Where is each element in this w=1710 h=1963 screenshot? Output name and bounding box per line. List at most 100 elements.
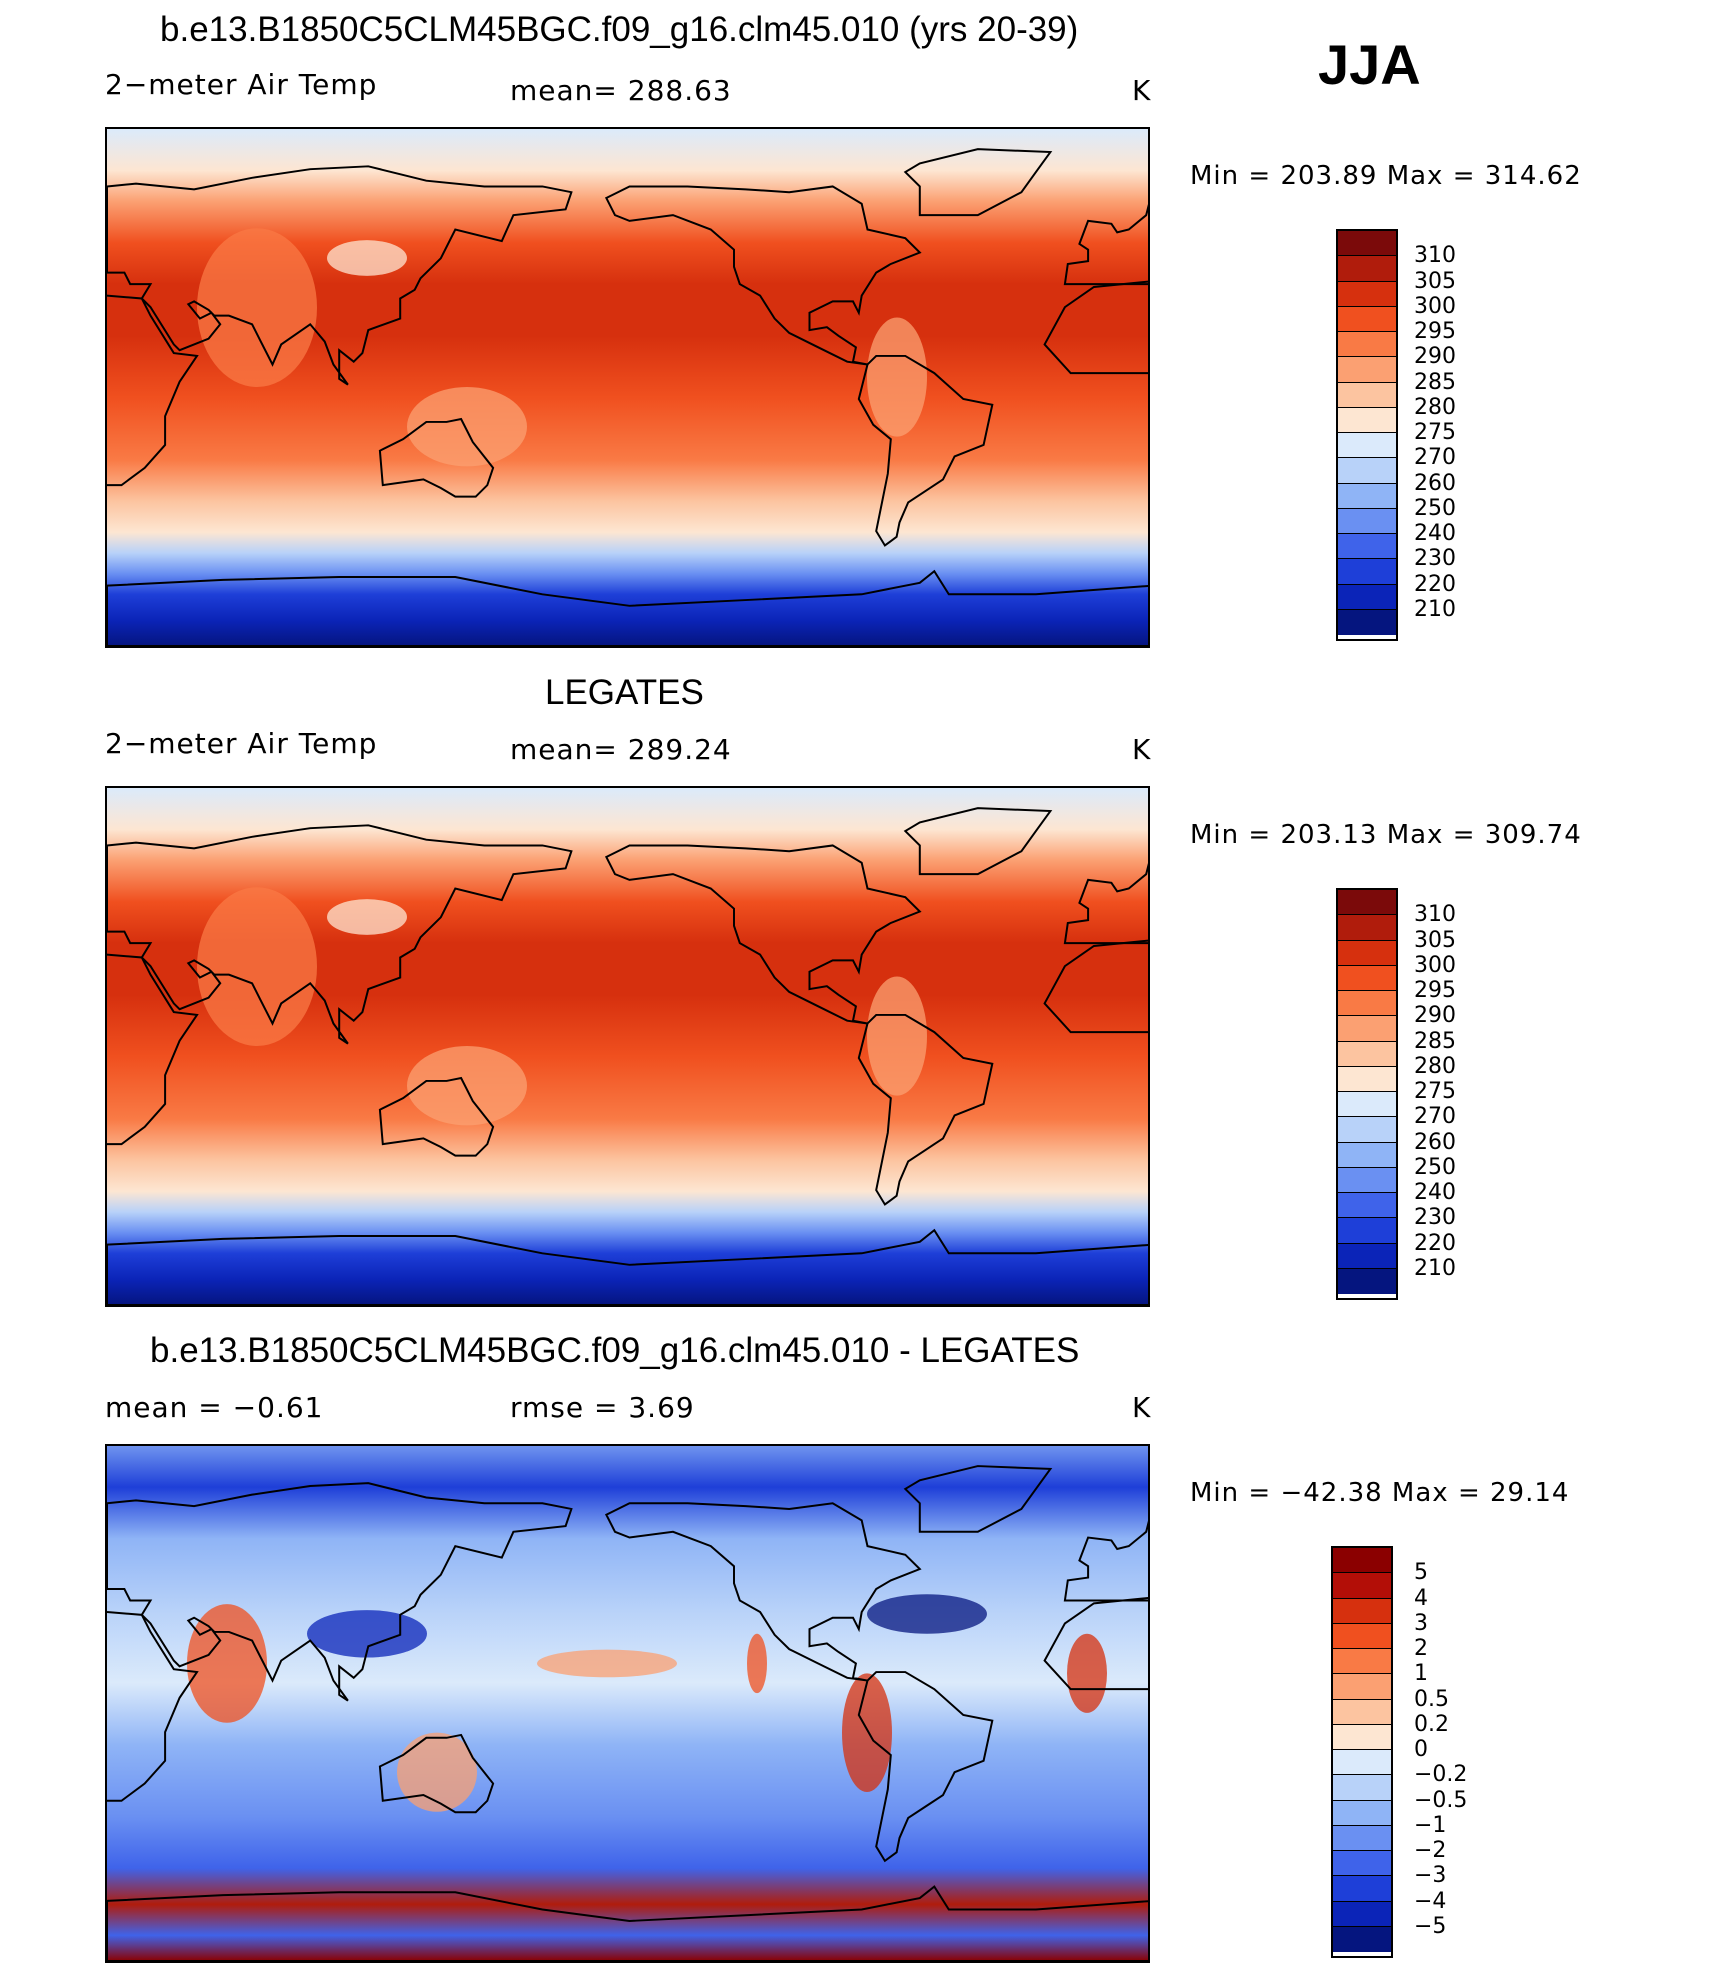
- panel-2-colorbar-swatch: [1338, 1243, 1396, 1269]
- coastline-antarctica: [107, 569, 1148, 646]
- coastline-samerica: [857, 354, 994, 547]
- field-feature: [407, 1046, 527, 1126]
- panel-1-colorbar-tick-label: 210: [1414, 596, 1456, 622]
- panel-3-colorbar-tick-label: 2: [1414, 1636, 1428, 1661]
- panel-1-colorbar-swatch: [1338, 609, 1396, 635]
- panel-1-units: K: [1132, 74, 1152, 107]
- panel-2-colorbar-swatch: [1338, 940, 1396, 966]
- field-feature: [867, 1594, 987, 1634]
- panel-3-colorbar-swatch: [1333, 1649, 1391, 1675]
- panel-3-mean: mean = −0.61: [105, 1391, 324, 1424]
- panel-1-colorbar-tick-label: 310: [1414, 243, 1456, 269]
- coastline-africa_w: [1043, 1597, 1148, 1691]
- panel-3-colorbar-tick-label: −1: [1414, 1812, 1447, 1838]
- panel-1-colorbar-tick-label: 280: [1414, 394, 1456, 420]
- panel-3-colorbar-swatch: [1333, 1876, 1391, 1902]
- panel-3-colorbar-tick-label: 5: [1414, 1560, 1428, 1586]
- panel-3-colorbar-swatch: [1333, 1573, 1391, 1599]
- panel-3-colorbar-tick-label: 0.2: [1414, 1711, 1449, 1737]
- panel-2-colorbar-swatch: [1338, 1167, 1396, 1193]
- coastline-antarctica: [107, 1885, 1148, 1961]
- panel-2-title: LEGATES: [545, 673, 704, 712]
- panel-2-colorbar-tick-label: 220: [1414, 1230, 1456, 1256]
- panel-1-colorbar-tick-label: 295: [1414, 319, 1456, 344]
- panel-3-colorbar-swatch: [1333, 1800, 1391, 1826]
- panel-2-colorbar: [1336, 888, 1398, 1300]
- panel-1-colorbar-tick-label: 275: [1414, 420, 1456, 445]
- panel-2-colorbar-tick-label: 310: [1414, 902, 1456, 928]
- coastline-africa: [107, 294, 199, 487]
- panel-3-title: b.e13.B1850C5CLM45BGC.f09_g16.clm45.010 …: [150, 1331, 1080, 1370]
- panel-3-colorbar-tick-label: −5: [1414, 1913, 1447, 1939]
- panel-2-colorbar-swatch: [1338, 1142, 1396, 1168]
- panel-1-colorbar-tick-label: 285: [1414, 369, 1456, 395]
- panel-2-colorbar-tick-label: 300: [1414, 952, 1456, 978]
- panel-2-colorbar-swatch: [1338, 1092, 1396, 1118]
- panel-1-mean: mean= 288.63: [510, 74, 732, 107]
- panel-3-colorbar-swatch: [1333, 1598, 1391, 1624]
- coastline-eurasia: [107, 824, 573, 1045]
- coastline-europe_w: [1063, 203, 1148, 286]
- panel-3-colorbar-tick-label: −4: [1414, 1888, 1447, 1914]
- panel-1-colorbar: [1336, 229, 1398, 641]
- panel-3-colorbar-swatch: [1333, 1926, 1391, 1952]
- map-plot-area: [107, 129, 1148, 646]
- coastline-australia: [378, 417, 495, 498]
- field-feature: [187, 1604, 267, 1723]
- panel-1-colorbar-swatch: [1338, 231, 1396, 257]
- panel-2-colorbar-tick-label: 290: [1414, 1003, 1456, 1029]
- panel-3-colorbar-swatch: [1333, 1548, 1391, 1574]
- panel-2-colorbar-tick-label: 260: [1414, 1129, 1456, 1155]
- coastline-greenland: [903, 148, 1053, 217]
- panel-1-colorbar-tick-label: 230: [1414, 546, 1456, 572]
- panel-3-map: [105, 1444, 1150, 1963]
- panel-3-colorbar-swatch: [1333, 1851, 1391, 1877]
- panel-3-colorbar-swatch: [1333, 1623, 1391, 1649]
- panel-2-colorbar-swatch: [1338, 1066, 1396, 1092]
- coastline-australia: [378, 1733, 495, 1814]
- panel-3-colorbar-tick-label: −0.2: [1414, 1762, 1468, 1788]
- panel-1-colorbar-swatch: [1338, 256, 1396, 282]
- panel-3-colorbar-tick-label: 4: [1414, 1585, 1428, 1611]
- panel-2-variable: 2−meter Air Temp: [105, 727, 378, 760]
- field-feature: [537, 1649, 677, 1678]
- panel-3-colorbar-tick-label: 0.5: [1414, 1686, 1449, 1712]
- panel-3-colorbar-swatch: [1333, 1775, 1391, 1801]
- panel-3-colorbar-tick-label: 0: [1414, 1737, 1428, 1762]
- coastline-africa_w: [1043, 280, 1148, 375]
- field-feature: [197, 228, 317, 388]
- panel-2-colorbar-tick-label: 240: [1414, 1180, 1456, 1205]
- coastline-namerica: [604, 1502, 922, 1682]
- panel-3-colorbar-tick-label: 3: [1414, 1610, 1428, 1636]
- panel-1-colorbar-tick-label: 305: [1414, 268, 1456, 294]
- panel-2-colorbar-swatch: [1338, 1041, 1396, 1067]
- coastline-samerica: [857, 1013, 994, 1206]
- panel-3-colorbar-swatch: [1333, 1901, 1391, 1927]
- panel-2-colorbar-swatch: [1338, 890, 1396, 916]
- panel-2-colorbar-swatch: [1338, 915, 1396, 941]
- panel-2-colorbar-tick-label: 295: [1414, 978, 1456, 1003]
- panel-2-colorbar-tick-label: 285: [1414, 1028, 1456, 1054]
- coastline-africa: [107, 1610, 199, 1802]
- coastline-namerica: [604, 844, 922, 1025]
- panel-1-colorbar-swatch: [1338, 382, 1396, 408]
- field-feature: [1067, 1633, 1107, 1713]
- panel-3-colorbar-tick-label: −2: [1414, 1838, 1447, 1863]
- panel-3-units: K: [1132, 1391, 1152, 1424]
- coastline-eurasia: [107, 1482, 573, 1702]
- field-feature: [842, 1673, 892, 1792]
- panel-1-colorbar-swatch: [1338, 508, 1396, 534]
- panel-2-colorbar-tick-label: 305: [1414, 927, 1456, 953]
- panel-3-colorbar-swatch: [1333, 1825, 1391, 1851]
- panel-1-colorbar-swatch: [1338, 483, 1396, 509]
- panel-1-colorbar-tick-label: 250: [1414, 495, 1456, 521]
- map-plot-area: [107, 788, 1148, 1305]
- panel-2-colorbar-tick-label: 280: [1414, 1053, 1456, 1079]
- panel-2-colorbar-swatch: [1338, 1193, 1396, 1219]
- panel-3-colorbar-swatch: [1333, 1724, 1391, 1750]
- coastline-europe_w: [1063, 1520, 1148, 1602]
- panel-2-mean: mean= 289.24: [510, 733, 732, 766]
- coastline-africa_w: [1043, 939, 1148, 1034]
- field-feature: [327, 899, 407, 935]
- panel-3-colorbar: [1331, 1546, 1393, 1958]
